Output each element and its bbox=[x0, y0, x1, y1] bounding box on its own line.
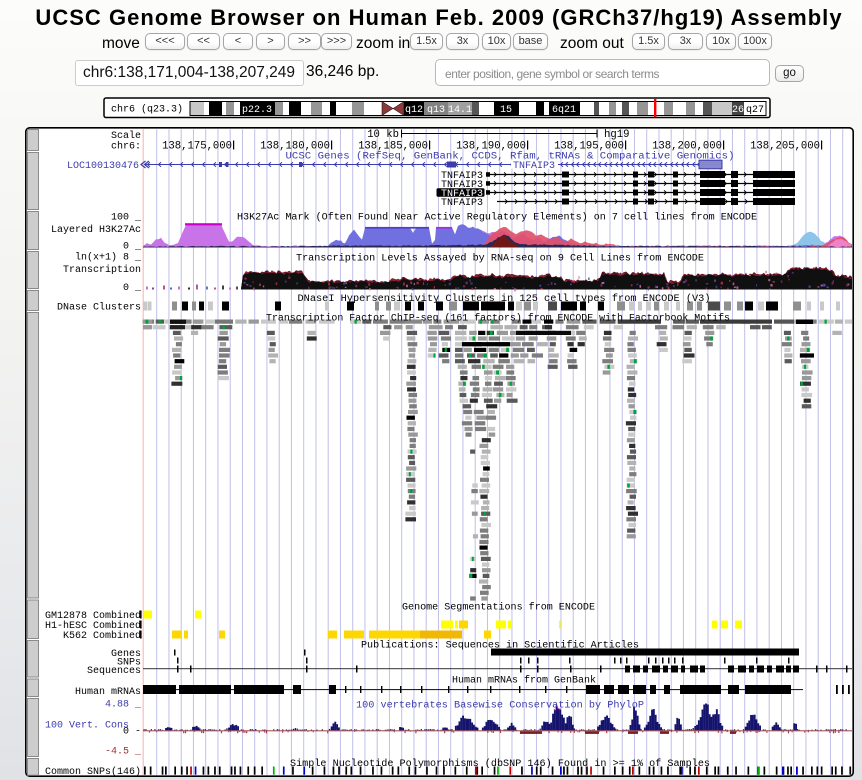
svg-text:Transcription: Transcription bbox=[63, 264, 141, 276]
svg-text:14.1: 14.1 bbox=[448, 105, 472, 116]
svg-text:Genes: Genes bbox=[111, 649, 141, 660]
svg-text:138,190,000: 138,190,000 bbox=[456, 141, 526, 153]
svg-text:q12: q12 bbox=[405, 105, 423, 116]
svg-text:TNFAIP3: TNFAIP3 bbox=[441, 198, 483, 209]
svg-text:chr6 (q23.3): chr6 (q23.3) bbox=[111, 104, 183, 116]
svg-text:138,180,000: 138,180,000 bbox=[260, 141, 330, 153]
svg-text:Human mRNAs from GenBank: Human mRNAs from GenBank bbox=[452, 675, 596, 687]
svg-text:p22.3: p22.3 bbox=[242, 105, 272, 116]
svg-text:TNFAIP3: TNFAIP3 bbox=[441, 189, 483, 200]
svg-text:Scale: Scale bbox=[111, 130, 141, 142]
svg-text:Genome Segmentations from ENCO: Genome Segmentations from ENCODE bbox=[402, 601, 595, 613]
svg-text:Common SNPs(146): Common SNPs(146) bbox=[45, 766, 141, 778]
svg-text:ln(x+1) 8 _: ln(x+1) 8 _ bbox=[75, 252, 142, 264]
svg-text:LOC100130476: LOC100130476 bbox=[67, 161, 139, 172]
svg-text:138,175,000: 138,175,000 bbox=[162, 141, 232, 153]
svg-text:Transcription Levels Assayed b: Transcription Levels Assayed by RNA-seq … bbox=[296, 253, 704, 265]
svg-text:0 _: 0 _ bbox=[123, 241, 142, 252]
svg-text:0 -: 0 - bbox=[123, 727, 141, 738]
svg-text:138,200,000: 138,200,000 bbox=[652, 141, 722, 153]
svg-text:q27: q27 bbox=[746, 105, 764, 116]
svg-text:K562 Combined: K562 Combined bbox=[63, 630, 141, 642]
svg-text:138,205,000: 138,205,000 bbox=[750, 141, 820, 153]
svg-text:Human mRNAs: Human mRNAs bbox=[75, 687, 141, 698]
svg-text:4.88 _: 4.88 _ bbox=[105, 700, 142, 711]
svg-text:chr6:: chr6: bbox=[111, 141, 141, 153]
svg-text:100 Vert. Cons: 100 Vert. Cons bbox=[45, 720, 129, 731]
svg-text:6q21: 6q21 bbox=[552, 105, 576, 116]
svg-text:-4.5 _: -4.5 _ bbox=[105, 747, 142, 758]
svg-text:Sequences: Sequences bbox=[87, 666, 141, 677]
svg-text:DNaseI Hypersensitivity Cluste: DNaseI Hypersensitivity Clusters in 125 … bbox=[298, 293, 711, 305]
svg-text:GM12878 Combined: GM12878 Combined bbox=[45, 610, 141, 622]
svg-text:Publications: Sequences in Sci: Publications: Sequences in Scientific Ar… bbox=[361, 639, 639, 651]
svg-text:Simple Nucleotide Polymorphism: Simple Nucleotide Polymorphisms (dbSNP 1… bbox=[290, 758, 710, 770]
svg-text:hg19: hg19 bbox=[604, 129, 629, 141]
svg-text:Transcription Factor ChIP-seq: Transcription Factor ChIP-seq (161 facto… bbox=[266, 312, 730, 324]
svg-text:138,195,000: 138,195,000 bbox=[554, 141, 624, 153]
svg-text:10 kb: 10 kb bbox=[367, 129, 399, 141]
svg-text:0 _: 0 _ bbox=[123, 283, 142, 294]
svg-text:UCSC Genes (RefSeq, GenBank, C: UCSC Genes (RefSeq, GenBank, CCDS, Rfam,… bbox=[286, 151, 735, 163]
svg-text:138,185,000: 138,185,000 bbox=[358, 141, 428, 153]
svg-text:15: 15 bbox=[500, 105, 512, 116]
svg-text:26: 26 bbox=[732, 105, 744, 116]
svg-text:100 vertebrates Basewise Conse: 100 vertebrates Basewise Conservation by… bbox=[356, 699, 644, 711]
svg-text:TNFAIP3: TNFAIP3 bbox=[441, 180, 483, 191]
svg-text:TNFAIP3: TNFAIP3 bbox=[513, 161, 555, 172]
svg-text:DNase Clusters: DNase Clusters bbox=[57, 302, 141, 314]
svg-text:SNPs: SNPs bbox=[117, 658, 141, 669]
svg-text:Layered H3K27Ac: Layered H3K27Ac bbox=[51, 224, 141, 236]
svg-text:TNFAIP3: TNFAIP3 bbox=[441, 171, 483, 182]
svg-text:q13: q13 bbox=[427, 105, 445, 116]
svg-text:H3K27Ac Mark (Often Found Near: H3K27Ac Mark (Often Found Near Active Re… bbox=[237, 211, 757, 223]
svg-text:100 _: 100 _ bbox=[111, 213, 142, 224]
svg-text:H1-hESC Combined: H1-hESC Combined bbox=[45, 620, 141, 632]
